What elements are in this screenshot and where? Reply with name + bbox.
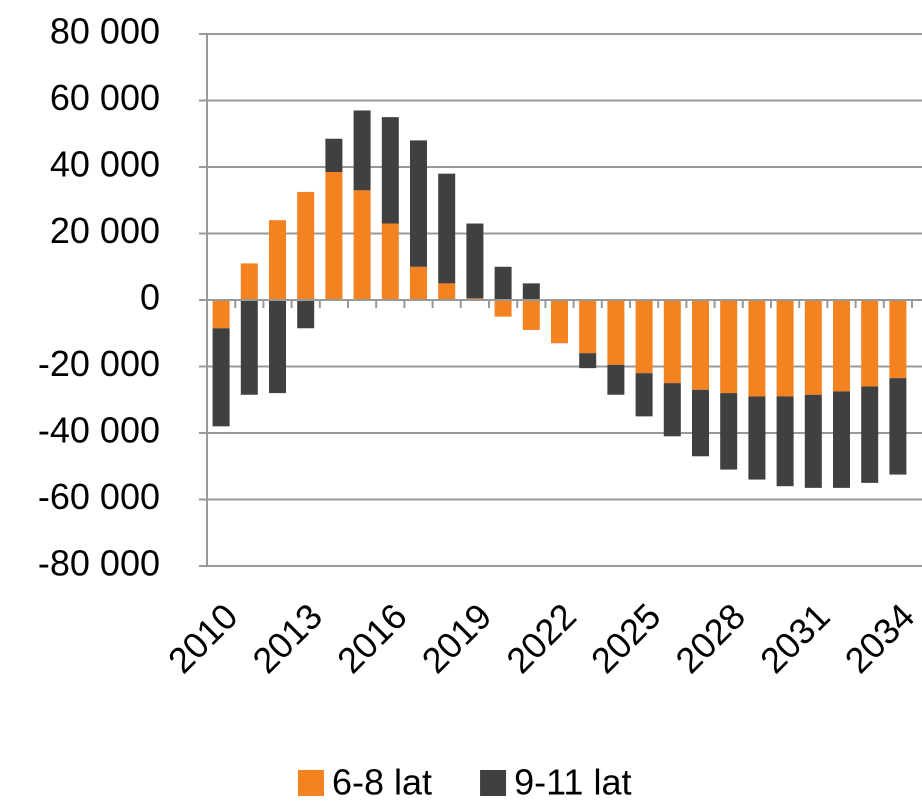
legend-label: 6-8 lat [332,762,432,803]
bar [663,300,681,384]
bar [804,300,822,395]
bar [381,223,399,300]
bar [522,300,540,330]
bar [212,300,230,329]
bar [240,263,258,300]
x-tick-label: 2013 [244,595,330,681]
bar [297,191,315,300]
bar [889,378,907,475]
bar [833,391,850,488]
x-tick-label: 2031 [752,595,838,681]
y-tick-label: 20 000 [50,210,160,251]
bar [325,171,343,300]
bar [551,300,568,344]
bar [861,386,879,483]
bar [720,300,738,394]
bar [692,300,709,390]
bar [494,266,512,300]
y-tick-label: 40 000 [50,144,160,185]
bar [748,396,766,480]
y-tick-label: 80 000 [50,11,160,52]
bar [861,300,879,387]
bar [438,283,456,300]
legend-label: 9-11 lat [514,762,631,803]
bar [269,300,286,394]
y-tick-label: -40 000 [38,410,160,451]
x-tick-label: 2019 [414,595,500,681]
bar [607,300,625,365]
bar [410,140,427,267]
bar [635,300,653,374]
bar [776,396,794,487]
bar [607,364,625,395]
bar [212,328,230,427]
legend-swatch [298,770,324,796]
x-tick-label: 2025 [583,595,669,681]
bar [353,110,371,191]
x-tick-label: 2034 [837,595,922,681]
y-tick-label: -80 000 [38,543,160,584]
x-tick-label: 2028 [667,595,753,681]
y-tick-label: 60 000 [50,77,160,118]
bar [748,300,766,397]
legend-swatch [480,770,507,796]
bar [579,300,597,354]
bar [804,394,822,488]
bar [833,300,850,392]
bar [325,138,343,172]
bar [466,223,484,299]
bar [579,353,597,369]
x-tick-label: 2016 [329,595,415,681]
bar [438,173,456,284]
bar [635,373,653,417]
bar [269,220,286,300]
bar [692,389,709,457]
x-tick-label: 2010 [160,595,246,681]
bar [776,300,794,397]
bar [494,300,512,317]
bar [410,266,427,300]
bar [240,300,258,395]
y-tick-label: -20 000 [38,343,160,384]
y-tick-label: 0 [140,277,160,318]
bar [353,190,371,300]
bar [522,283,540,300]
y-tick-label: -60 000 [38,476,160,517]
bar [889,300,907,379]
x-tick-label: 2022 [498,595,584,681]
bar [381,117,399,224]
bar [297,300,315,329]
bar [720,393,738,470]
bar [663,383,681,437]
